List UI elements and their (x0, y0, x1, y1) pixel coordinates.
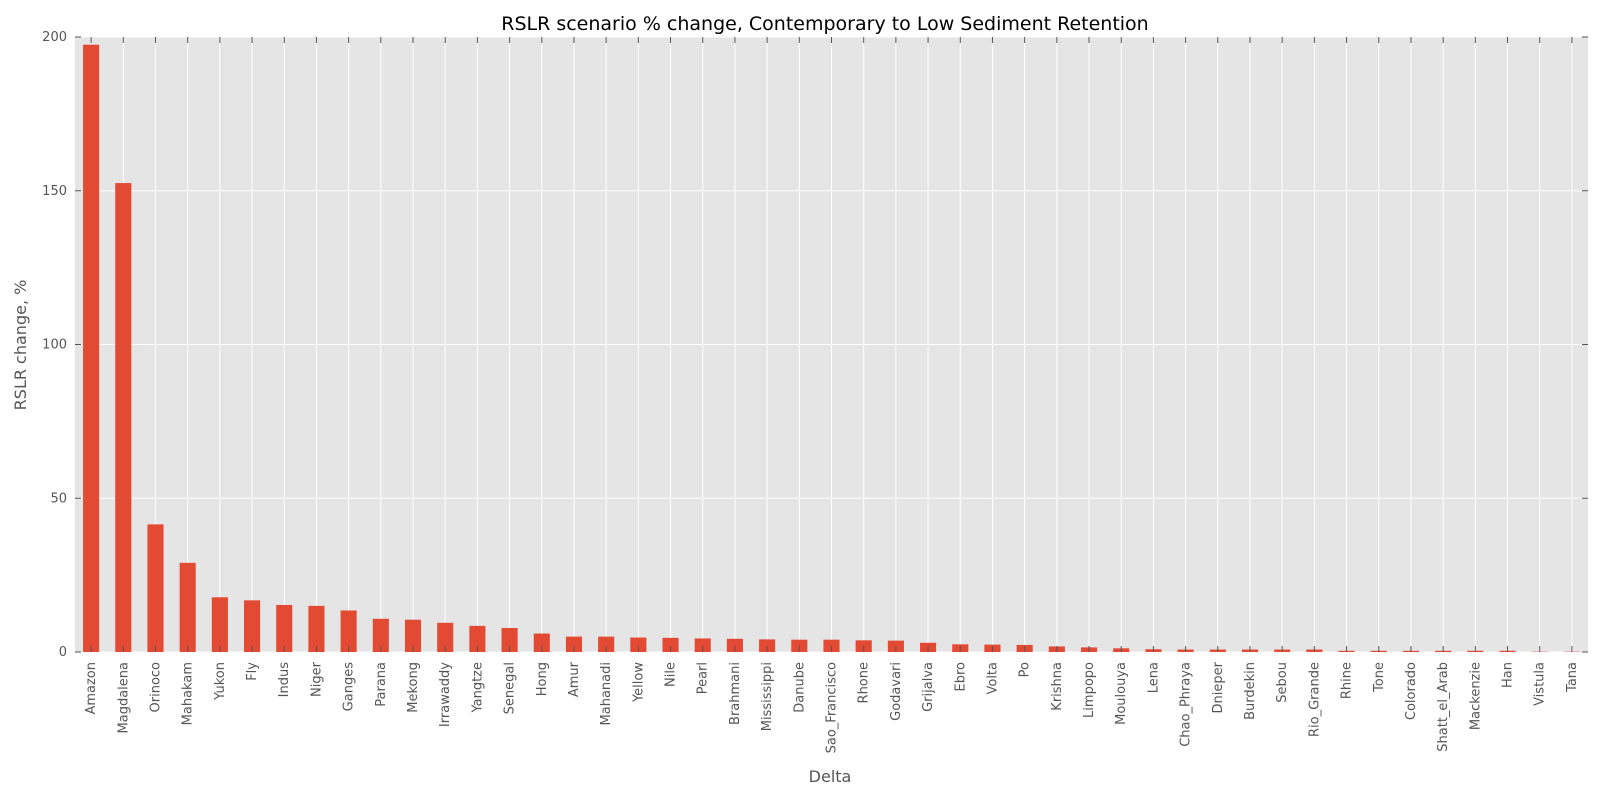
bar-indus (276, 604, 293, 652)
bar-amur (565, 636, 583, 652)
x-tick-label: Shatt_el_Arab (1436, 662, 1451, 752)
bar-brahmani (726, 638, 743, 652)
x-tick-label: Amur (567, 661, 582, 697)
bar-yukon (211, 597, 228, 652)
x-tick-label: Burdekin (1243, 662, 1258, 720)
bar-orinoco (147, 524, 164, 652)
chart-title: RSLR scenario % change, Contemporary to … (501, 13, 1148, 35)
x-tick-label: Senegal (503, 662, 518, 714)
x-tick-label: Mississippi (760, 662, 775, 731)
x-tick-label: Niger (309, 661, 324, 697)
y-tick-label: 150 (42, 184, 67, 199)
bar-fly (244, 600, 261, 652)
y-tick-label: 50 (50, 491, 67, 506)
bars-layer (83, 44, 1580, 652)
x-tick-label: Orinoco (148, 662, 163, 713)
x-tick-label: Hong (535, 662, 550, 696)
bar-parana (372, 618, 389, 652)
bar-yellow (630, 637, 647, 652)
x-tick-label: Rhine (1340, 662, 1355, 699)
bar-hong (533, 633, 550, 652)
bar-mississippi (759, 639, 776, 652)
x-tick-label: Ganges (342, 662, 357, 712)
x-tick-label: Amazon (84, 662, 99, 715)
x-tick-label: Ebro (953, 662, 968, 692)
x-tick-label: Godavari (889, 662, 904, 721)
x-tick-label: Magdalena (116, 662, 131, 733)
x-tick-label: Danube (792, 662, 807, 713)
x-tick-label: Sebou (1275, 662, 1290, 703)
x-tick-label: Fly (245, 662, 260, 681)
x-tick-label: Sao_Francisco (825, 662, 840, 753)
x-tick-label: Rio_Grande (1307, 662, 1322, 737)
y-tick-label: 100 (42, 338, 67, 353)
x-tick-label: Brahmani (728, 662, 743, 725)
x-tick-label: Volta (985, 662, 1000, 695)
x-tick-label: Krishna (1050, 662, 1065, 711)
x-tick-label: Moulouya (1114, 662, 1129, 725)
bar-yangtze (469, 625, 486, 652)
bar-amazon (83, 44, 100, 652)
x-tick-label: Grijalva (921, 662, 936, 712)
bar-pearl (694, 638, 711, 652)
x-tick-label: Tone (1372, 662, 1387, 693)
x-tick-label: Tana (1565, 662, 1580, 693)
x-tick-label: Limpopo (1082, 662, 1097, 718)
bar-mahakam (179, 562, 196, 652)
x-tick-label: Nile (664, 662, 679, 687)
bar-magdalena (115, 183, 132, 652)
x-ticks-layer: Amazon Magdalena Orinoco Mahakam Yukon Fly Ind… (84, 37, 1580, 753)
x-tick-label: Parana (374, 662, 389, 707)
x-tick-label: Rhone (857, 662, 872, 703)
x-tick-label: Yangtze (470, 662, 485, 714)
bar-mekong (404, 619, 422, 652)
x-tick-label: Chao_Phraya (1179, 662, 1194, 747)
x-tick-label: Pearl (696, 662, 711, 694)
x-tick-label: Indus (277, 662, 292, 698)
x-tick-label: Yellow (631, 662, 646, 703)
bar-sao-francisco (823, 639, 840, 652)
y-tick-label: 0 (59, 645, 67, 660)
x-tick-label: Mahanadi (599, 662, 614, 725)
bar-niger (308, 605, 325, 652)
x-tick-label: Irrawaddy (438, 662, 453, 727)
x-tick-label: Mahakam (181, 662, 196, 725)
bar-irrawaddy (437, 622, 454, 652)
y-axis-label: RSLR change, % (11, 280, 30, 411)
bar-mahanadi (598, 636, 615, 652)
x-axis-label: Delta (809, 767, 852, 786)
x-tick-label: Mackenzie (1468, 662, 1483, 730)
x-tick-label: Han (1501, 662, 1516, 688)
x-tick-label: Colorado (1404, 662, 1419, 720)
bar-danube (791, 639, 808, 652)
x-tick-label: Po (1018, 662, 1033, 677)
y-tick-label: 200 (42, 30, 67, 45)
x-tick-label: Mekong (406, 662, 421, 713)
bar-ganges (340, 610, 357, 652)
x-tick-label: Yukon (213, 662, 228, 701)
grid-layer (75, 36, 1588, 653)
bar-senegal (501, 628, 518, 652)
x-tick-label: Lena (1146, 662, 1161, 693)
x-tick-label: Dnieper (1211, 661, 1226, 713)
bar-nile (662, 637, 679, 652)
x-tick-label: Vistula (1533, 662, 1548, 706)
y-ticks-layer: 0 50 100 150 200 (42, 30, 1588, 660)
